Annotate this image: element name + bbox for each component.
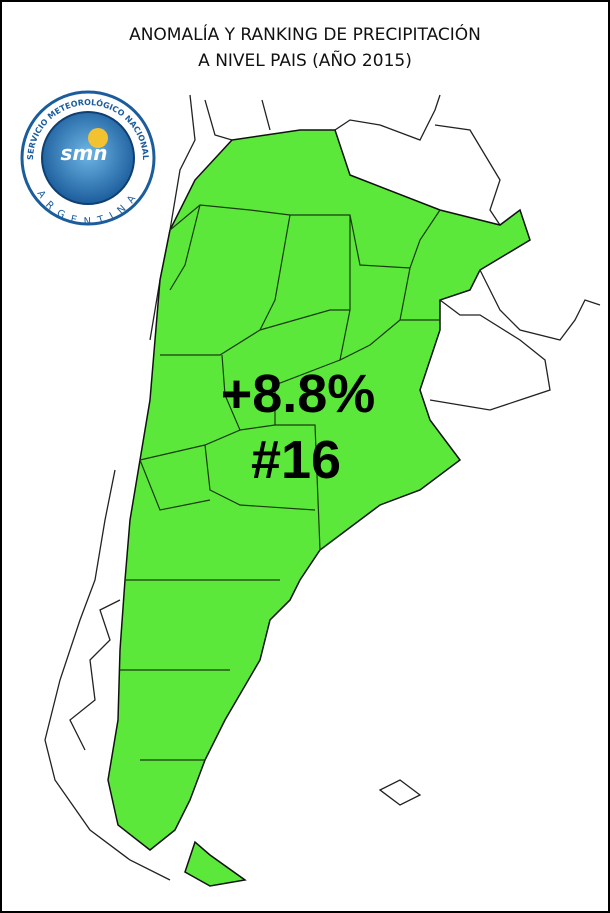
title-line-1: ANOMALÍA Y RANKING DE PRECIPITACIÓN xyxy=(129,23,481,45)
anomaly-label: +8.8% xyxy=(221,364,376,424)
page: ANOMALÍA Y RANKING DE PRECIPITACIÓN A NI… xyxy=(0,0,610,913)
ranking-label: #16 xyxy=(251,430,341,490)
title-line-2: A NIVEL PAIS (AÑO 2015) xyxy=(198,49,412,71)
map-figure: ANOMALÍA Y RANKING DE PRECIPITACIÓN A NI… xyxy=(0,0,610,913)
logo-acronym: smn xyxy=(61,141,108,165)
